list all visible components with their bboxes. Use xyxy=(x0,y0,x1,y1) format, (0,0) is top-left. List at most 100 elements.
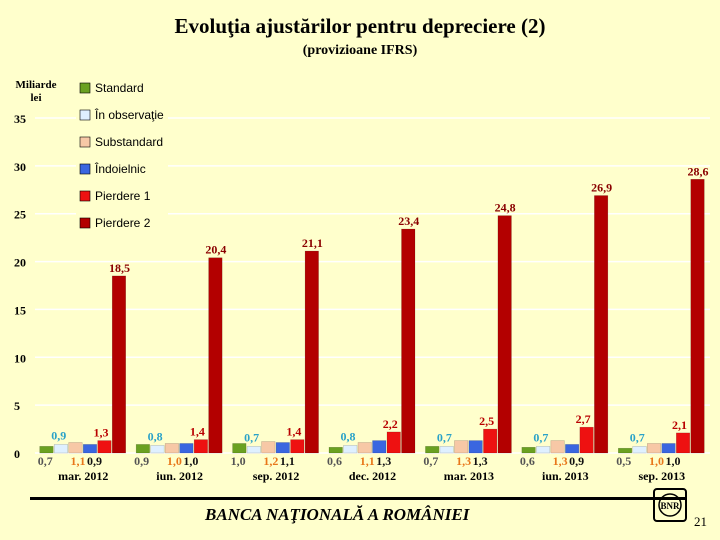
legend-swatch xyxy=(79,163,91,175)
y-axis-label: Miliarde lei xyxy=(16,79,57,104)
data-label: 0,7 xyxy=(533,430,548,444)
bar xyxy=(164,443,179,454)
bar xyxy=(97,440,112,454)
data-label: 1,1 xyxy=(360,454,375,468)
data-label: 0,7 xyxy=(423,454,438,468)
legend-label: Pierdere 1 xyxy=(95,189,151,203)
legend-swatch xyxy=(79,109,91,121)
legend-background xyxy=(76,77,168,237)
bar xyxy=(261,441,276,454)
data-label: 24,8 xyxy=(495,201,516,215)
legend-label: Pierdere 2 xyxy=(95,216,151,230)
data-label: 1,0 xyxy=(183,454,198,468)
data-label: 1,1 xyxy=(70,454,85,468)
logo-text: BNR xyxy=(660,501,680,511)
legend-label: În observaţie xyxy=(94,107,164,122)
bar xyxy=(454,440,469,454)
legend-swatch xyxy=(79,190,91,202)
bar xyxy=(328,447,343,454)
bar xyxy=(618,447,633,454)
bar xyxy=(304,250,319,454)
bar xyxy=(232,443,247,454)
bar xyxy=(676,432,691,454)
chart-title: Evoluţia ajustărilor pentru depreciere (… xyxy=(174,14,546,38)
data-label: 26,9 xyxy=(591,181,612,195)
data-label: 1,3 xyxy=(376,454,391,468)
bar xyxy=(111,275,126,454)
legend-label: Îndoielnic xyxy=(94,161,146,176)
bar xyxy=(53,444,68,454)
bar xyxy=(401,228,416,454)
bar xyxy=(483,428,498,454)
legend-swatch xyxy=(79,217,91,229)
bnr-logo-icon: BNR xyxy=(653,488,687,522)
data-label: 20,4 xyxy=(205,243,226,257)
data-label: 1,2 xyxy=(263,454,278,468)
bar xyxy=(647,443,662,454)
data-label: 2,5 xyxy=(479,414,494,428)
bar xyxy=(150,445,165,454)
y-tick-label: 0 xyxy=(14,447,20,461)
data-label: 1,0 xyxy=(231,454,246,468)
data-label: 0,9 xyxy=(569,454,584,468)
bar xyxy=(208,257,223,454)
y-tick-label: 20 xyxy=(14,256,26,270)
y-tick-label: 30 xyxy=(14,160,26,174)
bar xyxy=(439,446,454,454)
bar xyxy=(82,444,97,454)
bar xyxy=(246,446,261,454)
data-label: 2,7 xyxy=(576,412,591,426)
data-label: 0,8 xyxy=(341,429,356,443)
legend-swatch xyxy=(79,136,91,148)
bar xyxy=(386,431,401,454)
legend-swatch xyxy=(79,82,91,94)
bar xyxy=(468,440,483,454)
footer-divider xyxy=(30,497,685,500)
data-label: 1,4 xyxy=(286,425,301,439)
bar xyxy=(343,445,358,454)
x-tick-label: iun. 2013 xyxy=(542,469,589,483)
data-label: 1,0 xyxy=(167,454,182,468)
data-label: 2,1 xyxy=(672,418,687,432)
data-label: 0,9 xyxy=(134,454,149,468)
bar xyxy=(290,439,305,454)
data-label: 1,3 xyxy=(473,454,488,468)
bar xyxy=(275,442,290,454)
y-tick-label: 5 xyxy=(14,399,20,413)
data-label: 0,7 xyxy=(437,430,452,444)
bar xyxy=(68,442,83,454)
data-label: 0,8 xyxy=(148,429,163,443)
data-label: 0,6 xyxy=(520,454,535,468)
x-tick-label: sep. 2012 xyxy=(253,469,300,483)
data-label: 18,5 xyxy=(109,261,130,275)
page-number: 21 xyxy=(694,514,707,529)
data-label: 0,7 xyxy=(630,430,645,444)
x-tick-label: dec. 2012 xyxy=(349,469,396,483)
bar xyxy=(661,443,676,454)
legend-label: Substandard xyxy=(95,135,163,149)
bar xyxy=(372,440,387,454)
bar xyxy=(179,443,194,454)
bar xyxy=(690,179,705,454)
data-label: 1,3 xyxy=(93,426,108,440)
data-label: 1,0 xyxy=(666,454,681,468)
data-label: 1,0 xyxy=(649,454,664,468)
bar xyxy=(536,446,551,454)
x-tick-label: sep. 2013 xyxy=(638,469,685,483)
x-tick-label: iun. 2012 xyxy=(156,469,203,483)
bar xyxy=(521,447,536,454)
bar xyxy=(594,195,609,454)
data-label: 1,1 xyxy=(280,454,295,468)
footer-institution-name: BANCA NAŢIONALĂ A ROMÂNIEI xyxy=(205,505,470,524)
bar xyxy=(632,446,647,454)
data-label: 21,1 xyxy=(302,236,323,250)
y-tick-label: 10 xyxy=(14,351,26,365)
bar xyxy=(135,444,150,454)
bar xyxy=(39,446,54,454)
data-label: 0,9 xyxy=(87,454,102,468)
data-label: 0,6 xyxy=(327,454,342,468)
bar xyxy=(565,444,580,454)
bar xyxy=(425,446,440,454)
legend-label: Standard xyxy=(95,81,144,95)
